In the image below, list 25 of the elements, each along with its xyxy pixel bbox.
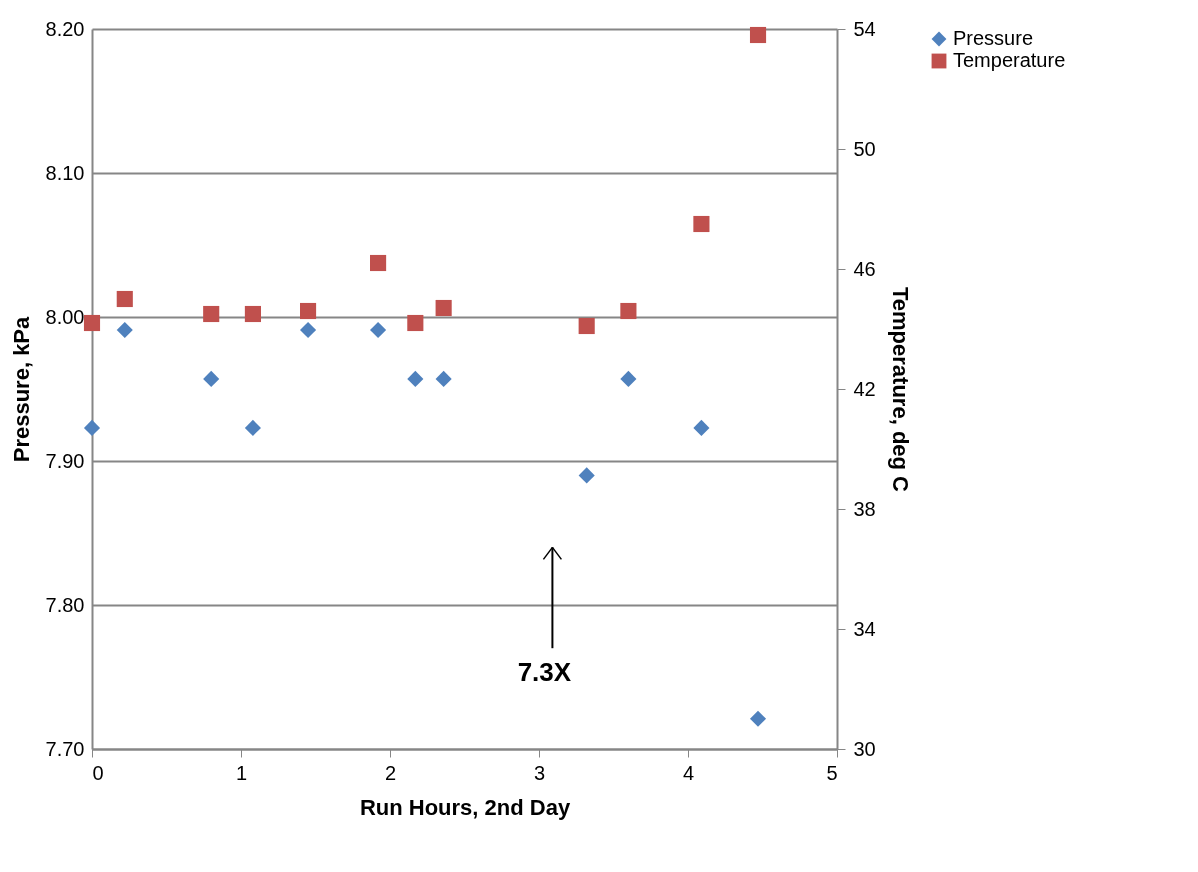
x-tick-label: 2 bbox=[384, 761, 397, 784]
annotation: 7.3X bbox=[517, 657, 572, 688]
y2-tick-label: 34 bbox=[853, 617, 876, 640]
y-tick-label: 7.70 bbox=[45, 737, 85, 760]
legend-label: Pressure bbox=[953, 27, 1034, 49]
x-tick-label: 0 bbox=[92, 761, 104, 784]
y-tick-label: 8.00 bbox=[45, 305, 85, 328]
y2-tick-label: 42 bbox=[853, 377, 876, 400]
y2-axis-title: Temperature, deg C bbox=[887, 287, 913, 493]
y-tick-label: 7.90 bbox=[45, 449, 85, 472]
y2-tick-label: 38 bbox=[853, 497, 876, 520]
x-tick-label: 3 bbox=[533, 761, 546, 784]
y-tick-label: 8.20 bbox=[45, 17, 85, 40]
y2-tick-label: 30 bbox=[853, 737, 876, 760]
y2-tick-label: 54 bbox=[853, 17, 876, 40]
x-tick-label: 4 bbox=[682, 761, 695, 784]
x-tick-label: 1 bbox=[235, 761, 248, 784]
y2-tick-label: 46 bbox=[853, 257, 876, 280]
y-axis-title: Pressure, kPa bbox=[8, 315, 34, 463]
legend-label: Temperature bbox=[953, 49, 1066, 71]
y-tick-label: 7.80 bbox=[45, 593, 85, 616]
x-axis-title: Run Hours, 2nd Day bbox=[359, 794, 571, 820]
y2-tick-label: 50 bbox=[853, 137, 876, 160]
y-tick-label: 8.10 bbox=[45, 161, 85, 184]
x-tick-label: 5 bbox=[826, 761, 838, 784]
